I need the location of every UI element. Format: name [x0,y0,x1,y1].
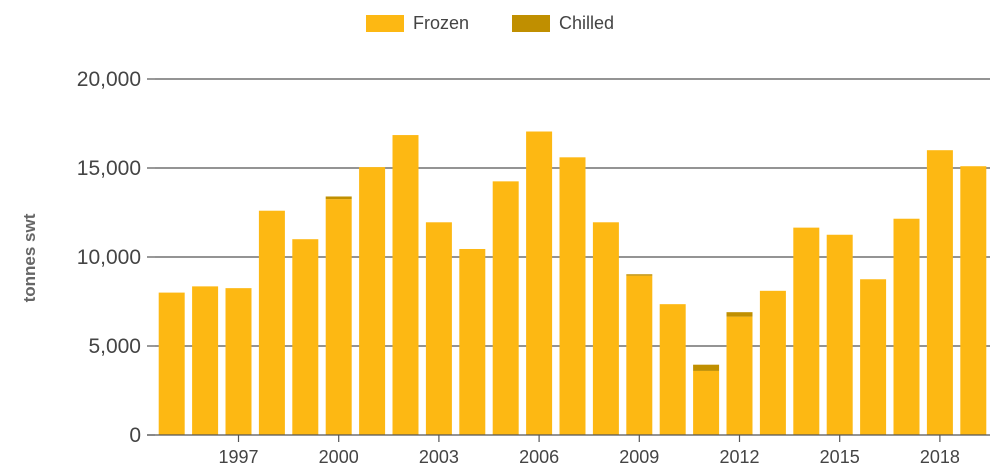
legend-item-chilled[interactable]: Chilled [512,10,614,36]
bar-frozen-1999[interactable] [292,239,319,435]
bar-chilled-2009[interactable] [626,274,653,276]
bar-frozen-2010[interactable] [659,304,686,435]
bar-frozen-2005[interactable] [492,181,519,435]
bar-chilled-2011[interactable] [693,364,720,371]
legend-label-frozen: Frozen [413,12,470,33]
legend-label-chilled: Chilled [559,12,615,33]
bar-frozen-1996[interactable] [192,286,219,435]
bar-frozen-2006[interactable] [526,131,553,435]
x-tick-label: 2015 [820,447,860,467]
bar-frozen-2003[interactable] [425,222,452,435]
bar-frozen-2015[interactable] [826,234,853,435]
legend-swatch-frozen [366,14,404,32]
bar-frozen-2002[interactable] [392,135,419,435]
x-tick-label: 2000 [319,447,359,467]
bar-frozen-2017[interactable] [893,218,920,435]
bar-frozen-2012[interactable] [726,316,753,435]
y-tick-label: 0 [129,424,141,447]
bar-frozen-2013[interactable] [759,290,786,435]
bar-chilled-2012[interactable] [726,312,753,317]
bar-frozen-2009[interactable] [626,275,653,435]
y-axis-title: tonnes swt [20,213,39,302]
x-tick-label: 2012 [719,447,759,467]
bar-frozen-1995[interactable] [158,292,185,435]
bar-frozen-1998[interactable] [258,210,285,435]
bar-frozen-2000[interactable] [325,199,352,435]
bar-frozen-2001[interactable] [359,167,386,436]
bar-frozen-2014[interactable] [793,227,820,435]
y-tick-label: 15,000 [77,157,141,180]
bar-frozen-2008[interactable] [592,222,619,435]
bar-frozen-2016[interactable] [860,279,887,435]
axes: 0 5,000 10,000 15,000 20,000 1997 2000 2003 2006… [77,68,990,467]
x-tick-label: 2003 [419,447,459,467]
bar-frozen-2007[interactable] [559,157,586,435]
legend-swatch-chilled [512,14,550,32]
y-tick-label: 10,000 [77,246,141,269]
bar-chilled-2000[interactable] [325,196,352,200]
legend-item-frozen[interactable]: Frozen [366,10,469,36]
bar-frozen-1997[interactable] [225,288,252,435]
x-tick-label: 2018 [920,447,960,467]
bar-frozen-2018[interactable] [926,150,953,435]
x-tick-label: 2006 [519,447,559,467]
bar-frozen-2019[interactable] [960,166,987,435]
bars [158,131,987,436]
x-tick-label: 1997 [218,447,258,467]
x-tick-label: 2009 [619,447,659,467]
y-tick-label: 20,000 [77,68,141,91]
bar-frozen-2011[interactable] [693,370,720,435]
y-tick-label: 5,000 [88,335,141,358]
bar-frozen-2004[interactable] [459,248,486,435]
legend: Frozen Chilled [0,10,995,36]
